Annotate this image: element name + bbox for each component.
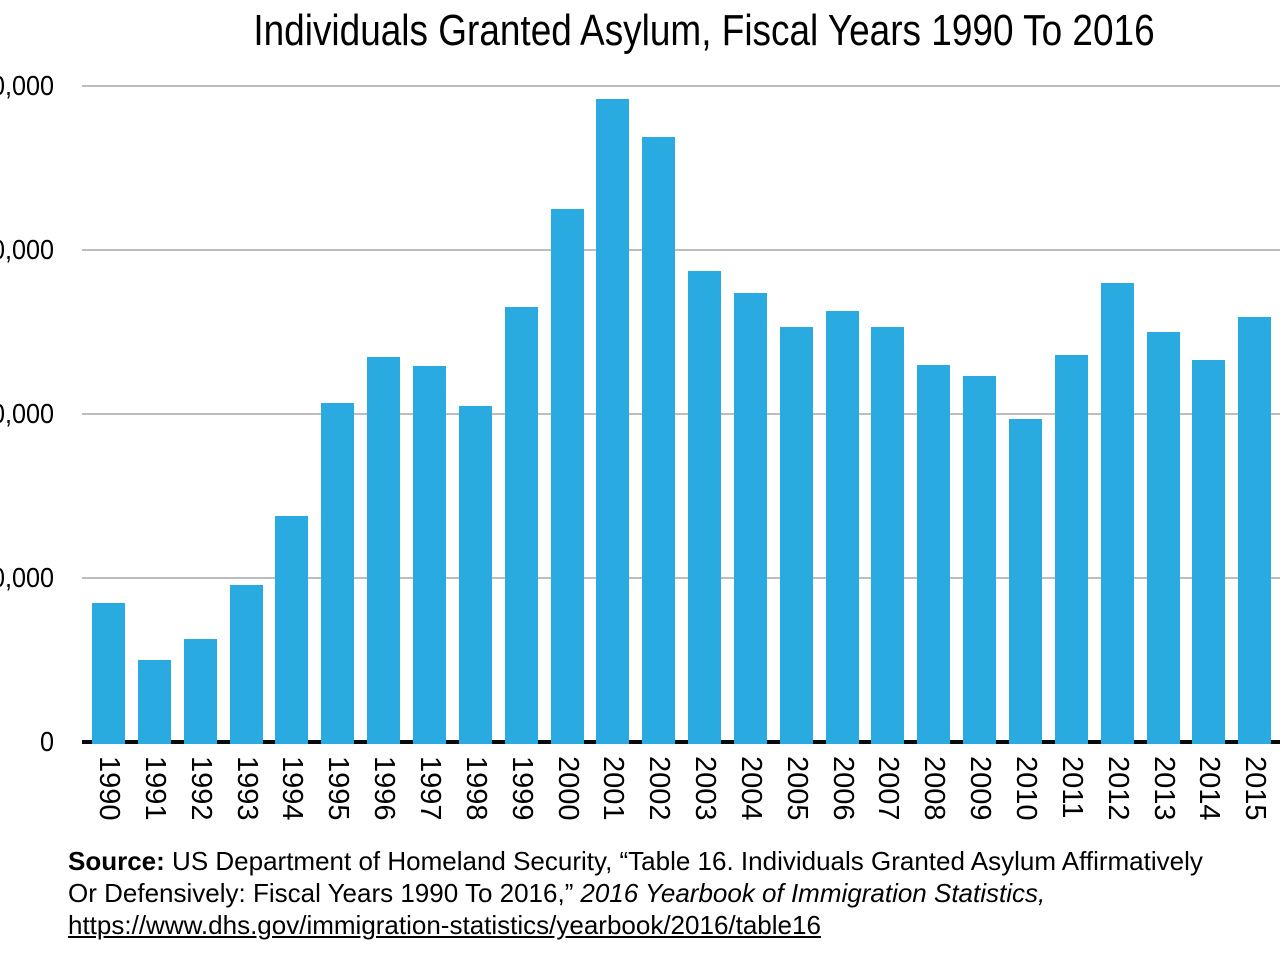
- bar: [1055, 355, 1088, 744]
- source-text-line3: https://www.dhs.gov/immigration-statisti…: [68, 909, 1280, 941]
- bar: [230, 585, 263, 744]
- source-line1-text: US Department of Homeland Security, “Tab…: [164, 846, 1203, 876]
- x-axis-label: 2007: [872, 756, 904, 821]
- x-axis-label: 1994: [276, 756, 308, 821]
- bar: [1147, 332, 1180, 744]
- bar: [184, 639, 217, 744]
- bar: [780, 327, 813, 744]
- bar: [459, 406, 492, 744]
- bar: [1192, 360, 1225, 744]
- x-axis-label: 1990: [93, 756, 125, 821]
- bar: [1009, 419, 1042, 744]
- x-axis-label: 2003: [689, 756, 721, 821]
- x-axis-label: 2013: [1148, 756, 1180, 821]
- x-axis-label: 1996: [368, 756, 400, 821]
- bar: [734, 293, 767, 744]
- gridline: [82, 577, 1280, 579]
- bar: [596, 99, 629, 744]
- x-axis-label: 1999: [506, 756, 538, 821]
- y-axis-label: 0: [39, 726, 54, 757]
- bar: [963, 376, 996, 744]
- bar: [917, 365, 950, 744]
- x-axis-label: 2015: [1239, 756, 1271, 821]
- bar: [1238, 317, 1271, 744]
- y-axis-label: 40,000: [0, 70, 54, 101]
- bar: [642, 137, 675, 744]
- x-axis-label: 1998: [460, 756, 492, 821]
- y-axis-label: 20,000: [0, 398, 54, 429]
- source-note: Source: US Department of Homeland Securi…: [68, 845, 1280, 941]
- x-axis-label: 1992: [185, 756, 217, 821]
- x-axis-line: [82, 740, 1280, 744]
- bar: [138, 660, 171, 744]
- x-axis-label: 1993: [231, 756, 263, 821]
- x-axis-label: 2008: [918, 756, 950, 821]
- source-text-line2: Or Defensively: Fiscal Years 1990 To 201…: [68, 877, 1280, 909]
- x-axis-label: 1995: [322, 756, 354, 821]
- x-axis-label: 2004: [735, 756, 767, 821]
- source-text-line1: Source: US Department of Homeland Securi…: [68, 845, 1280, 877]
- gridline: [82, 249, 1280, 251]
- bar: [321, 403, 354, 744]
- x-axis-label: 2000: [552, 756, 584, 821]
- x-axis-label: 1997: [414, 756, 446, 821]
- source-citation-italic: 2016 Yearbook of Immigration Statistics,: [580, 878, 1046, 908]
- bar: [1101, 283, 1134, 744]
- bar: [413, 366, 446, 744]
- bar: [275, 516, 308, 744]
- gridline: [82, 85, 1280, 87]
- source-url-link[interactable]: https://www.dhs.gov/immigration-statisti…: [68, 910, 821, 940]
- y-axis-label: 10,000: [0, 562, 54, 593]
- source-label: Source:: [68, 846, 165, 876]
- y-axis-label: 30,000: [0, 234, 54, 265]
- bar: [871, 327, 904, 744]
- x-axis-label: 2014: [1193, 756, 1225, 821]
- gridline: [82, 413, 1280, 415]
- x-axis-label: 2011: [1056, 756, 1088, 819]
- source-line2-text: Or Defensively: Fiscal Years 1990 To 201…: [68, 878, 574, 908]
- x-axis-label: 2006: [827, 756, 859, 821]
- x-axis-label: 2005: [781, 756, 813, 821]
- bar: [688, 271, 721, 744]
- x-axis-label: 2012: [1102, 756, 1134, 821]
- x-axis-label: 2010: [1010, 756, 1042, 821]
- x-axis-label: 2009: [964, 756, 996, 821]
- x-axis-label: 2002: [643, 756, 675, 821]
- x-axis-label: 2001: [597, 756, 629, 821]
- bar: [92, 603, 125, 744]
- bar: [826, 311, 859, 744]
- bar: [367, 357, 400, 744]
- x-axis-label: 1991: [139, 756, 171, 821]
- chart-title: Individuals Granted Asylum, Fiscal Years…: [253, 6, 1155, 55]
- bar: [505, 307, 538, 744]
- bar: [551, 209, 584, 744]
